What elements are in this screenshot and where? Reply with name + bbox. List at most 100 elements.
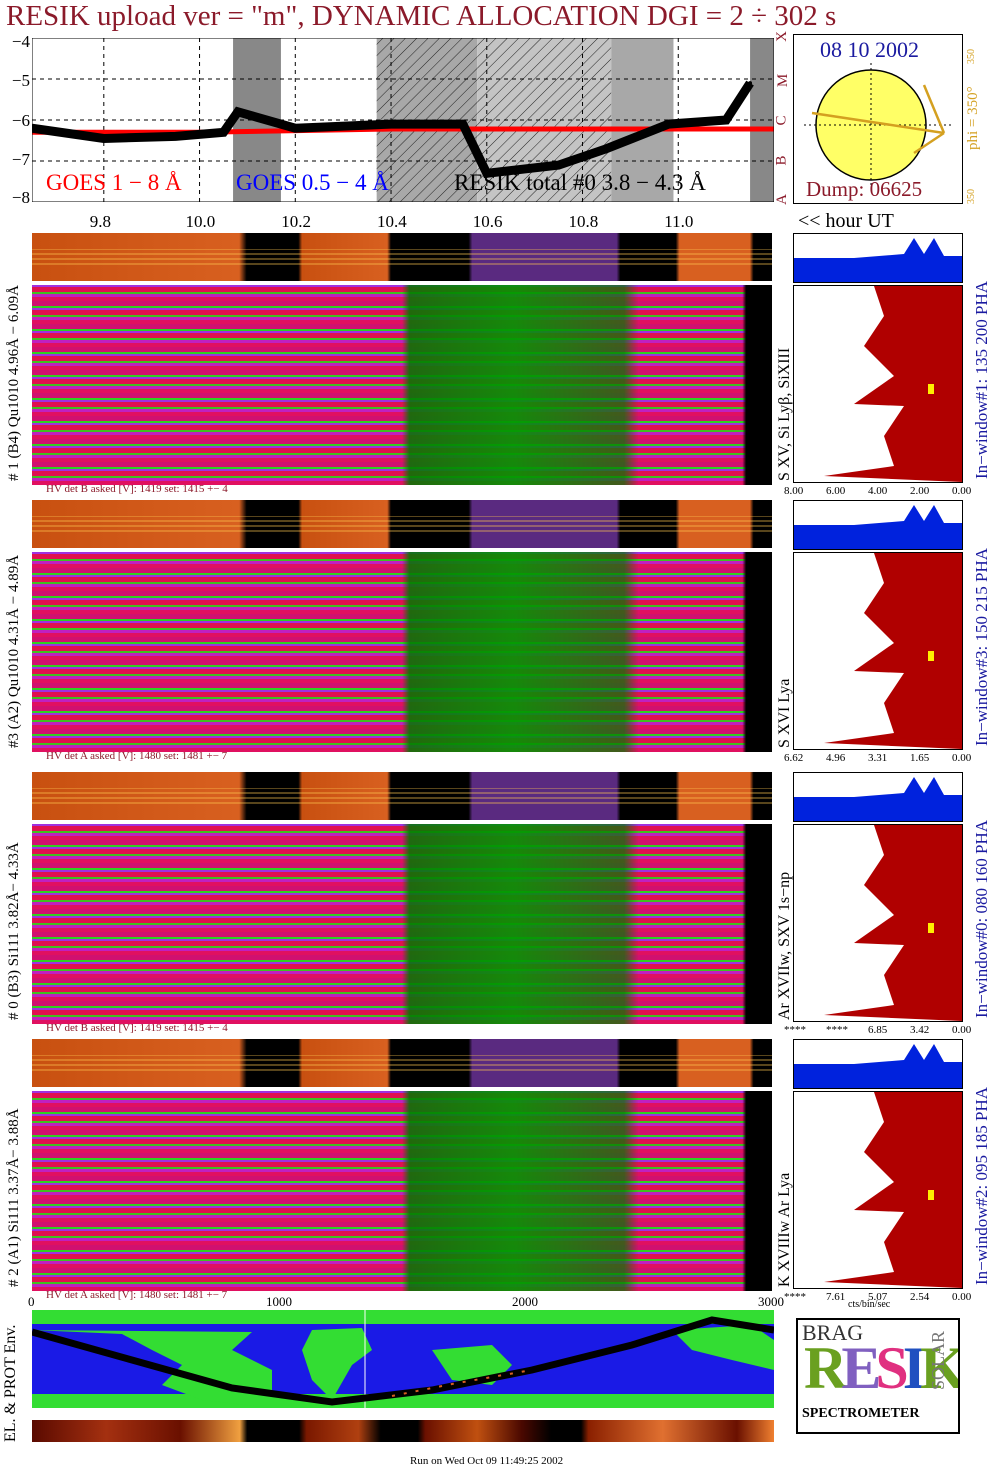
lc-ylabel: −8: [11, 188, 30, 207]
time-tick: 10.0: [185, 212, 216, 231]
marker: [928, 923, 934, 933]
logo-letter: K: [920, 1335, 960, 1401]
hist-tick: 0.00: [952, 752, 972, 764]
data-point: [724, 118, 729, 122]
run-timestamp: Run on Wed Oct 09 11:49:25 2002: [410, 1455, 564, 1467]
spectrum-histogram-svg: [824, 825, 962, 1021]
logo-letter: S: [875, 1335, 908, 1401]
hv-status: HV det A asked [V]: 1480 set: 1481 +− 7: [46, 750, 228, 762]
legend-goes-long: GOES 1 − 8 Å: [46, 170, 182, 195]
hist-tick: 8.00: [784, 485, 804, 497]
chart-title: RESIK upload ver = "m", DYNAMIC ALLOCATI…: [6, 0, 837, 32]
spectral-lines-label: S XV, Si Lyβ, SiXIII: [776, 347, 793, 481]
lightcurve-panel: [32, 38, 774, 202]
logo-letter: E: [841, 1335, 881, 1401]
data-point: [101, 136, 106, 141]
data-point: [748, 81, 753, 86]
goes-class-c: C: [773, 115, 790, 126]
data-point: [389, 122, 394, 127]
data-point: [460, 122, 465, 127]
data-point: [666, 122, 671, 127]
raw-strip: [32, 1039, 772, 1087]
series-line: [32, 80, 754, 179]
hist-tick: 1.65: [910, 752, 930, 764]
hist-tick: 0.00: [952, 1291, 972, 1303]
detector-label: # 2 (A1) Si111 3.37Å− 3.88Å: [6, 1108, 22, 1287]
spectrum-histogram: [793, 552, 963, 750]
map-label: EL. & PROT Env.: [2, 1324, 19, 1442]
logo-main: RESIK: [804, 1334, 960, 1403]
spectrum-image: [32, 824, 772, 1024]
data-point: [556, 163, 561, 168]
pha-histogram-svg: [794, 505, 962, 549]
raw-strip: [32, 500, 772, 548]
hist-axis-unit: cts/bin/sec: [848, 1299, 891, 1310]
phi-tick: 350: [966, 49, 977, 64]
resik-logo: BRAG RESIK SOLAR SPECTROMETER: [796, 1318, 960, 1434]
spectral-lines-label: S XVI Lya: [776, 678, 793, 748]
hist-tick: 0.00: [952, 485, 972, 497]
hist-tick: ****: [826, 1024, 848, 1036]
marker: [928, 651, 934, 661]
logo-top: BRAG: [802, 1320, 864, 1345]
sun-box: 08 10 2002 Dump: 06625: [793, 34, 963, 204]
detector-label: #3 (A2) Qu1010 4.31Å − 4.89Å: [6, 554, 22, 748]
window-label: In−window#0: 080 160 PHA: [972, 819, 991, 1018]
goes-class-b: B: [773, 155, 790, 166]
logo-letter: R: [804, 1335, 847, 1401]
spectral-lines-label: K XVIIIw Ar Lya: [776, 1172, 793, 1287]
pha-histogram-svg: [794, 777, 962, 821]
spectrum-histogram: [793, 824, 963, 1022]
hist-tick: 5.07: [868, 1291, 888, 1303]
legend-resik: RESIK total #0 3.8 − 4.3 Å: [454, 170, 706, 195]
channel-tick: 1000: [266, 1294, 292, 1309]
time-tick: 10.6: [472, 212, 503, 231]
pha-histogram-svg: [794, 238, 962, 282]
window-label: In−window#1: 135 200 PHA: [972, 280, 991, 479]
marker: [928, 1190, 934, 1200]
logo-letter: I: [902, 1335, 926, 1401]
spectrum-histogram: [793, 285, 963, 483]
lightcurve-svg: [32, 38, 774, 202]
spectrum-image: [32, 285, 772, 485]
hist-tick: 6.85: [868, 1024, 888, 1036]
time-tick: 10.4: [377, 212, 407, 231]
hist-tick: 3.31: [868, 752, 888, 764]
logo-bottom: SPECTROMETER: [802, 1406, 920, 1421]
lc-ylabel: −5: [11, 71, 30, 90]
time-tick: 9.8: [89, 212, 112, 231]
spectrum-histogram: [793, 1091, 963, 1289]
strip-texture: [32, 1055, 772, 1071]
spectrum-image: [32, 1091, 772, 1291]
goes-class-m: M: [775, 73, 792, 88]
lc-ylabel: −6: [11, 111, 30, 130]
logo-side: SOLAR: [928, 1330, 948, 1390]
time-tick: 11.0: [664, 212, 694, 231]
data-point: [484, 171, 489, 176]
spectrum-image: [32, 552, 772, 752]
window-label: In−window#3: 150 215 PHA: [972, 547, 991, 746]
spectrum-histogram-svg: [824, 1092, 962, 1288]
sun-disk-icon: [804, 63, 954, 185]
data-point: [235, 109, 240, 114]
dump-number: Dump: 06625: [806, 177, 923, 201]
time-tick: 10.2: [281, 212, 312, 231]
hist-tick: 4.00: [868, 485, 888, 497]
observation-date: 08 10 2002: [820, 37, 919, 62]
pha-histogram: [793, 233, 963, 283]
channel-tick: 2000: [512, 1294, 538, 1309]
hv-status: HV det B asked [V]: 1419 set: 1415 +− 4: [46, 1022, 228, 1034]
time-axis-unit: << hour UT: [798, 210, 894, 232]
strip-texture: [32, 516, 772, 532]
data-point: [604, 146, 609, 151]
goes-class-scale: X M C B A: [773, 31, 792, 205]
world-map-svg: [32, 1310, 774, 1408]
raw-strip: [32, 233, 772, 281]
phi-tick: 350: [966, 189, 977, 204]
hist-tick: 3.42: [910, 1024, 930, 1036]
data-point: [580, 127, 585, 132]
strip-texture: [32, 249, 772, 265]
hist-tick: 0.00: [952, 1024, 972, 1036]
hist-tick: 2.00: [910, 485, 930, 497]
detector-label: # 1 (B4) Qu1010 4.96Å − 6.09Å: [6, 285, 22, 481]
